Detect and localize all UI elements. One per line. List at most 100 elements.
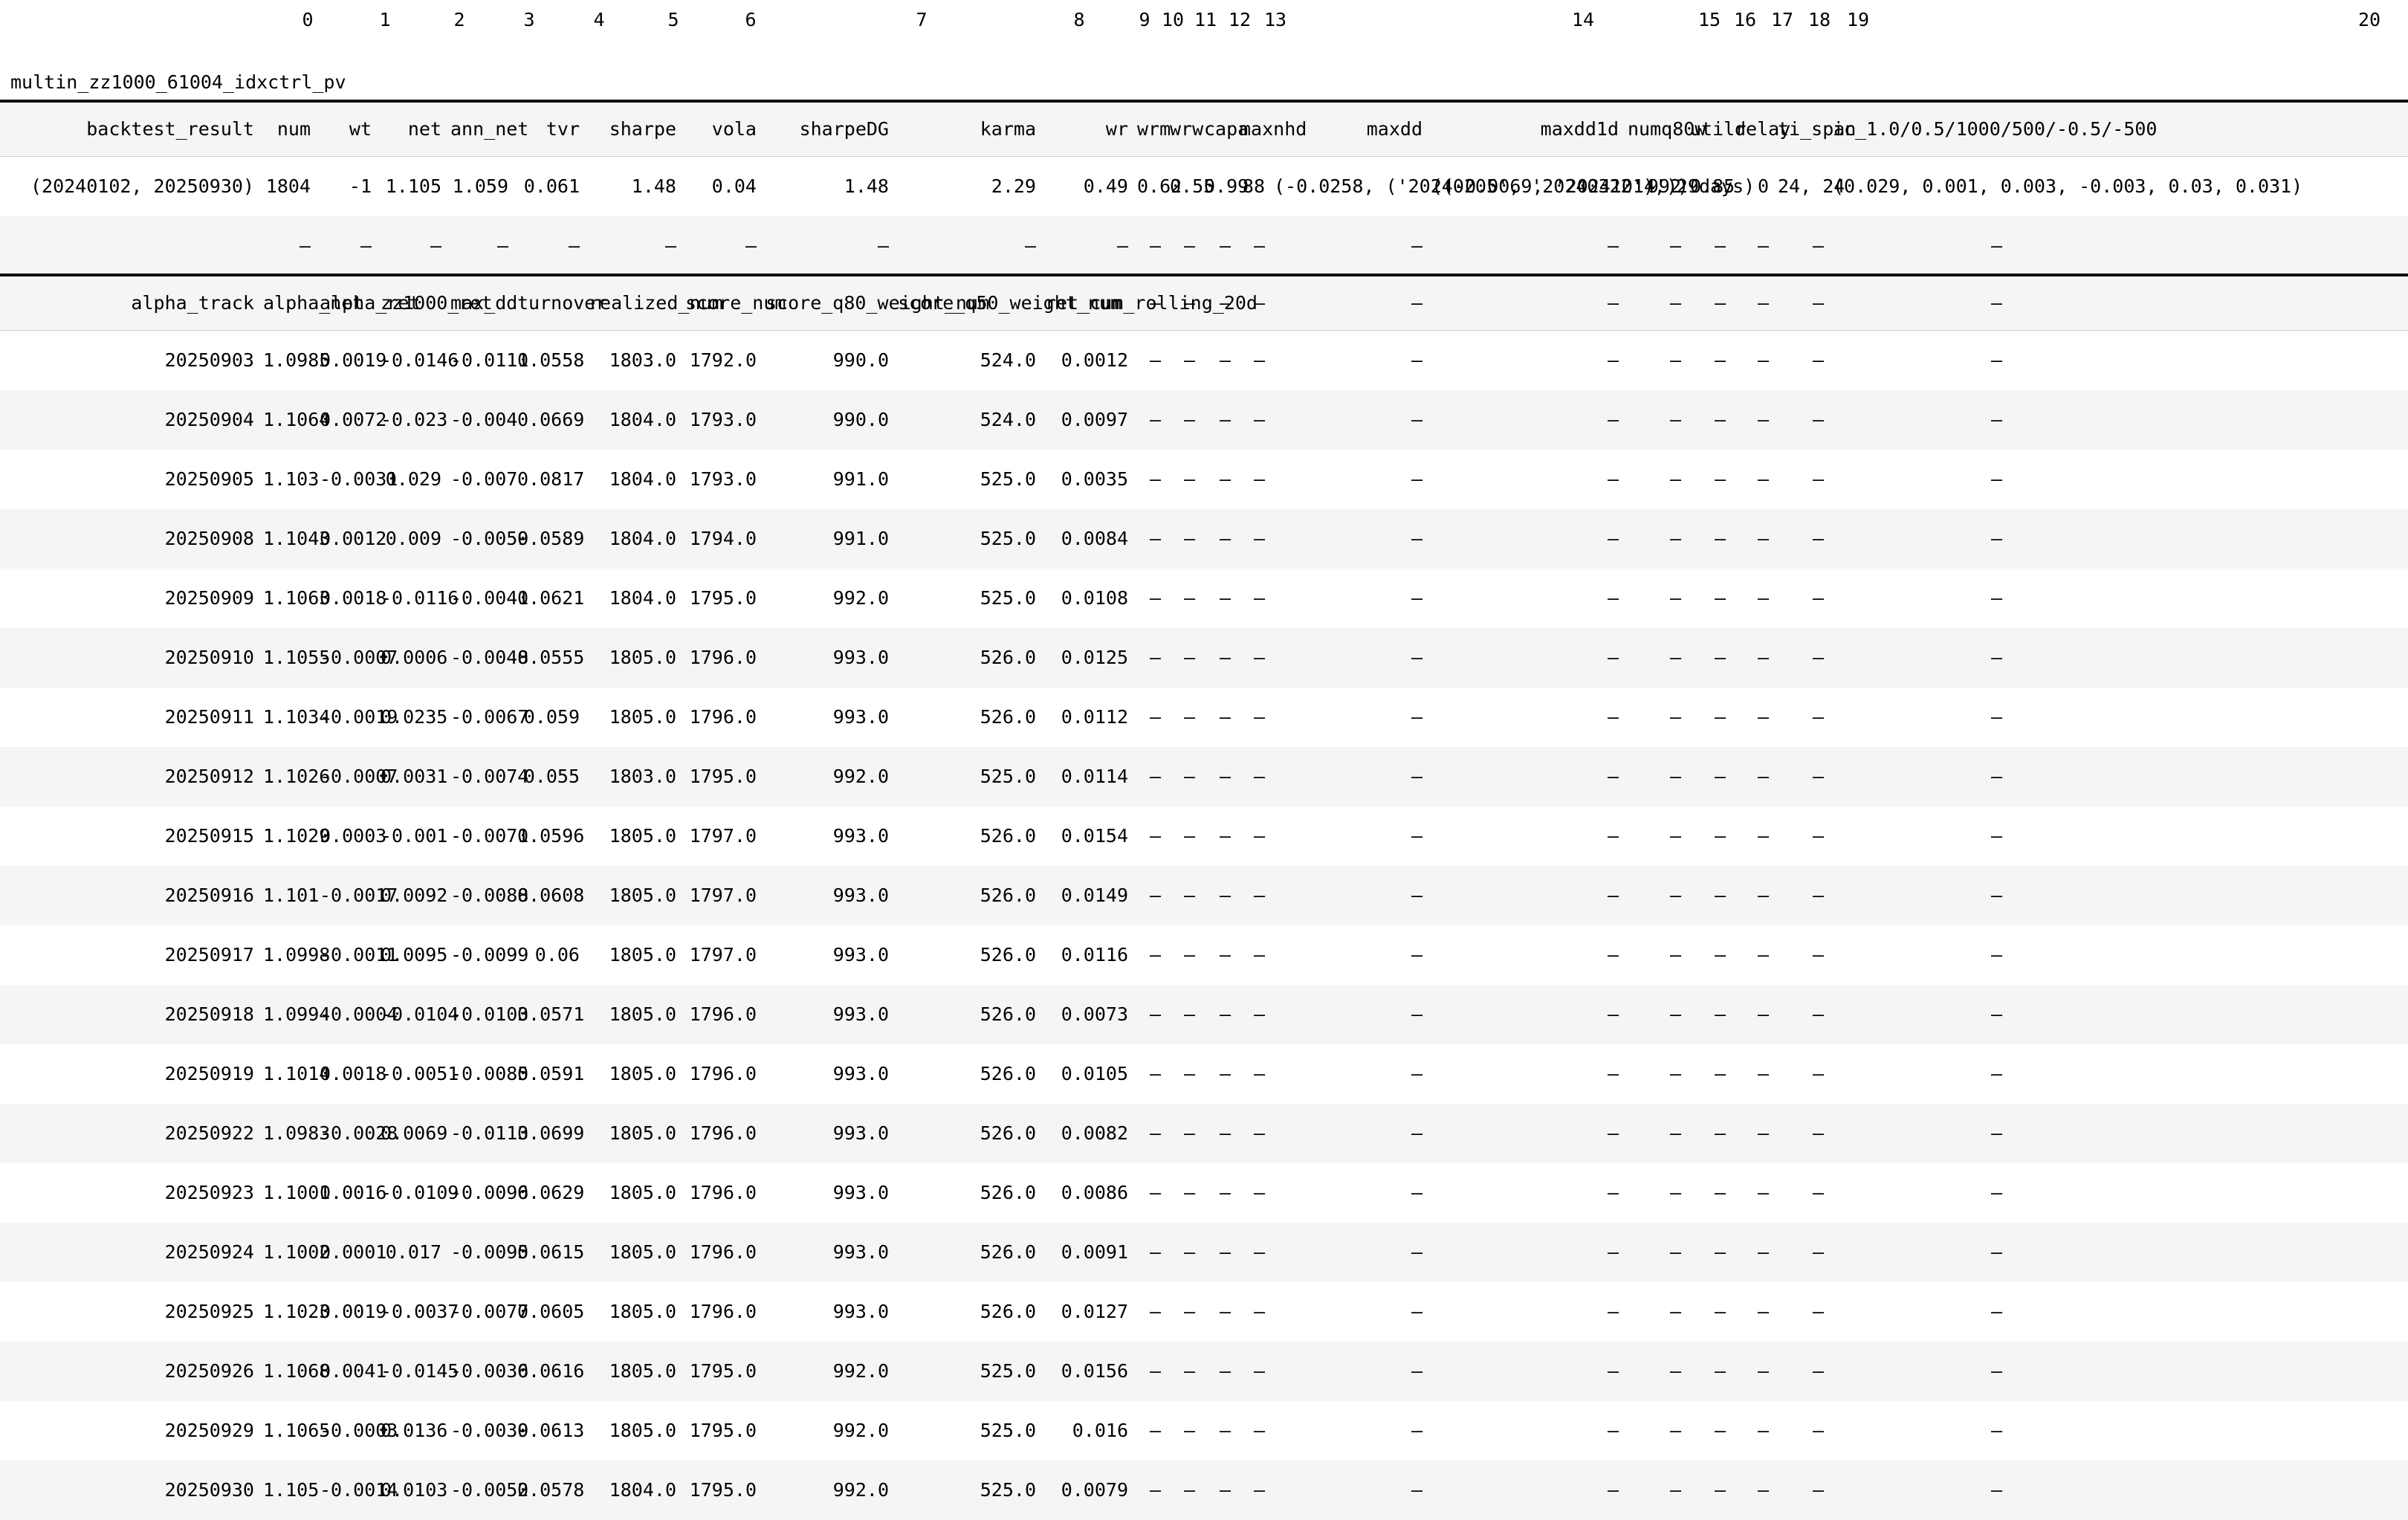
alpha-track-col-header: realized_num <box>584 275 681 331</box>
alpha-track-cell: — <box>1200 1223 1235 1282</box>
alpha-track-cell: 1797.0 <box>681 806 761 866</box>
alpha-track-cell: 1796.0 <box>681 1282 761 1342</box>
alpha-track-cell-filler <box>2007 1282 2408 1342</box>
alpha-track-cell-filler <box>2007 390 2408 450</box>
alpha-track-cell: 0.0091 <box>1040 1223 1133 1282</box>
summary-cell: 0.49 <box>1040 157 1133 217</box>
alpha-track-cell-filler <box>2007 569 2408 628</box>
summary-col-header: capa <box>1200 101 1235 157</box>
alpha-track-cell: — <box>1269 806 1427 866</box>
alpha-track-cell: — <box>1686 450 1730 509</box>
summary-col-header: ann_net <box>446 101 513 157</box>
alpha-track-cell: — <box>1828 331 2007 391</box>
alpha-track-cell: 1797.0 <box>681 925 761 985</box>
alpha-track-cell: — <box>1623 1461 1686 1520</box>
alpha-track-cell: — <box>1730 509 1773 569</box>
alpha-track-cell: — <box>1269 509 1427 569</box>
alpha-track-cell: — <box>1686 688 1730 747</box>
column-index-4: 4 <box>593 9 604 30</box>
alpha-track-cell: — <box>1269 1223 1427 1282</box>
summary-row[interactable]: ————————————————————— <box>0 216 2408 276</box>
alpha-track-cell: — <box>1133 331 1165 391</box>
alpha-track-cell: — <box>1773 1104 1828 1163</box>
summary-cell-filler <box>2007 216 2408 276</box>
alpha-track-cell: — <box>1623 747 1686 806</box>
alpha-track-cell: 0.0125 <box>1040 628 1133 688</box>
alpha-track-cell: 993.0 <box>761 985 893 1044</box>
alpha-track-cell: 993.0 <box>761 1223 893 1282</box>
alpha-track-cell: — <box>1773 985 1828 1044</box>
summary-cell: (0.029, 0.001, 0.003, -0.003, 0.03, 0.03… <box>1828 157 2007 217</box>
summary-cell: -1 <box>315 157 376 217</box>
alpha-track-cell: 0.016 <box>1040 1401 1133 1461</box>
alpha-track-cell: — <box>1235 628 1269 688</box>
alpha-track-cell: 0.0235 <box>376 688 446 747</box>
alpha-track-cell: — <box>1133 1282 1165 1342</box>
alpha-track-cell: 525.0 <box>893 1342 1040 1401</box>
alpha-track-cell: — <box>1200 806 1235 866</box>
alpha-track-cell: — <box>1427 450 1623 509</box>
summary-cell <box>0 216 259 276</box>
alpha-track-cell: — <box>1730 1044 1773 1104</box>
alpha-track-cell: — <box>1773 806 1828 866</box>
alpha-track-cell: — <box>1200 1104 1235 1163</box>
alpha-track-cell: 0.0571 <box>513 985 584 1044</box>
alpha-track-cell: -0.0051 <box>376 1044 446 1104</box>
alpha-track-cell: — <box>1200 1282 1235 1342</box>
alpha-track-cell: 1803.0 <box>584 331 681 391</box>
alpha-track-cell: — <box>1623 866 1686 925</box>
alpha-track-cell: 1805.0 <box>584 806 681 866</box>
alpha-track-cell-filler <box>2007 1104 2408 1163</box>
alpha-track-cell: — <box>1730 1461 1773 1520</box>
alpha-track-cell: 526.0 <box>893 688 1040 747</box>
column-index-14: 14 <box>1572 9 1594 30</box>
alpha-track-cell: 1795.0 <box>681 1401 761 1461</box>
alpha-track-cell: 0.017 <box>376 1223 446 1282</box>
alpha-track-cell: — <box>1828 866 2007 925</box>
alpha-track-cell: 0.0613 <box>513 1401 584 1461</box>
alpha-track-cell: 992.0 <box>761 569 893 628</box>
alpha-track-cell: — <box>1165 806 1200 866</box>
alpha-track-cell: — <box>1269 925 1427 985</box>
alpha-track-cell: -0.0104 <box>376 985 446 1044</box>
alpha-track-cell: 1.1026 <box>259 747 315 806</box>
alpha-track-cell: — <box>1730 866 1773 925</box>
alpha-track-cell: 0.0069 <box>376 1104 446 1163</box>
alpha-track-cell: 991.0 <box>761 509 893 569</box>
alpha-track-cell: 993.0 <box>761 866 893 925</box>
alpha-track-cell: — <box>1828 1461 2007 1520</box>
summary-cell: — <box>761 216 893 276</box>
column-index-19: 19 <box>1847 9 1869 30</box>
alpha-track-cell: 1804.0 <box>584 390 681 450</box>
alpha-track-cell: 990.0 <box>761 331 893 391</box>
alpha-track-cell: — <box>1235 1223 1269 1282</box>
alpha-track-cell: — <box>1686 331 1730 391</box>
alpha-track-cell: 20250908 <box>0 509 259 569</box>
alpha-track-cell: -0.0074 <box>446 747 513 806</box>
summary-cell: — <box>1165 216 1200 276</box>
